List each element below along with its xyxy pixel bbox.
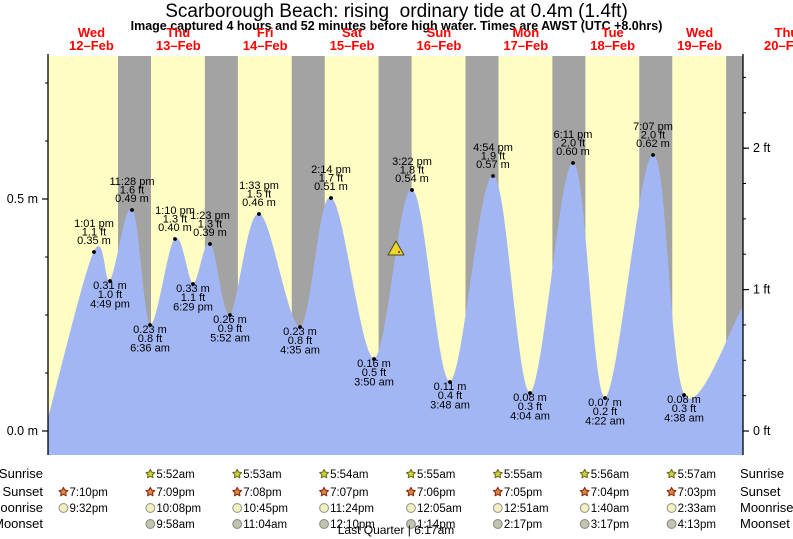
svg-text:5:53am: 5:53am — [243, 469, 281, 481]
svg-text:7:07pm: 7:07pm — [330, 487, 368, 499]
svg-text:0.62 m: 0.62 m — [636, 138, 670, 150]
svg-text:0.54 m: 0.54 m — [395, 173, 429, 185]
svg-text:0.5 m: 0.5 m — [7, 192, 38, 206]
svg-text:0.40 m: 0.40 m — [158, 222, 192, 234]
svg-text:3:17pm: 3:17pm — [591, 519, 629, 531]
svg-text:Sunrise: Sunrise — [740, 466, 784, 481]
svg-text:4:49 pm: 4:49 pm — [90, 299, 130, 311]
svg-text:5:57am: 5:57am — [678, 469, 716, 481]
svg-text:Moonrise: Moonrise — [740, 500, 793, 515]
svg-text:Sunset: Sunset — [3, 484, 44, 499]
svg-text:7:05pm: 7:05pm — [504, 487, 542, 499]
svg-text:Sunrise: Sunrise — [0, 466, 43, 481]
svg-text:0.51 m: 0.51 m — [314, 181, 348, 193]
svg-text:18–Feb: 18–Feb — [590, 38, 635, 53]
svg-text:0.57 m: 0.57 m — [476, 159, 510, 171]
svg-text:3:50 am: 3:50 am — [354, 377, 394, 389]
svg-text:Last Quarter | 6:17am: Last Quarter | 6:17am — [338, 523, 455, 537]
svg-text:19–Feb: 19–Feb — [677, 38, 722, 53]
svg-text:4:35 am: 4:35 am — [280, 345, 320, 357]
svg-text:0.0 m: 0.0 m — [7, 424, 38, 438]
svg-text:5:55am: 5:55am — [504, 469, 542, 481]
svg-text:13–Feb: 13–Feb — [156, 38, 201, 53]
svg-text:4:38 am: 4:38 am — [664, 413, 704, 425]
svg-text:20–Feb: 20–Feb — [764, 38, 793, 53]
svg-text:7:09pm: 7:09pm — [156, 487, 194, 499]
svg-text:7:10pm: 7:10pm — [69, 487, 107, 499]
svg-text:7:08pm: 7:08pm — [243, 487, 281, 499]
svg-text:6:29 pm: 6:29 pm — [173, 302, 213, 314]
svg-text:4:04 am: 4:04 am — [510, 411, 550, 423]
svg-text:4:22 am: 4:22 am — [585, 416, 625, 428]
svg-text:7:06pm: 7:06pm — [417, 487, 455, 499]
svg-text:0.46 m: 0.46 m — [242, 197, 276, 209]
svg-text:16–Feb: 16–Feb — [417, 38, 462, 53]
svg-text:5:52am: 5:52am — [156, 469, 194, 481]
svg-text:9:58am: 9:58am — [156, 519, 194, 531]
svg-text:7:03pm: 7:03pm — [678, 487, 716, 499]
svg-text:5:56am: 5:56am — [591, 469, 629, 481]
svg-text:12:51am: 12:51am — [504, 503, 549, 515]
svg-text:0.35 m: 0.35 m — [77, 235, 111, 247]
svg-text:0.60 m: 0.60 m — [556, 146, 590, 158]
svg-text:15–Feb: 15–Feb — [330, 38, 375, 53]
svg-text:9:32pm: 9:32pm — [69, 503, 107, 515]
svg-text:7:04pm: 7:04pm — [591, 487, 629, 499]
svg-text:Moonrise: Moonrise — [0, 500, 43, 515]
svg-text:4:13pm: 4:13pm — [678, 519, 716, 531]
svg-text:1 ft: 1 ft — [753, 283, 771, 297]
svg-text:3:48 am: 3:48 am — [430, 400, 470, 412]
svg-text:1:40am: 1:40am — [591, 503, 629, 515]
svg-text:0.49 m: 0.49 m — [115, 193, 149, 205]
svg-text:10:08pm: 10:08pm — [156, 503, 201, 515]
svg-text:6:36 am: 6:36 am — [130, 343, 170, 355]
svg-text:2:17pm: 2:17pm — [504, 519, 542, 531]
svg-text:14–Feb: 14–Feb — [243, 38, 288, 53]
svg-text:0.39 m: 0.39 m — [193, 227, 227, 239]
svg-text:5:52 am: 5:52 am — [210, 333, 250, 345]
svg-text:Moonset: Moonset — [0, 516, 43, 531]
svg-text:11:04am: 11:04am — [243, 519, 287, 531]
svg-text:0 ft: 0 ft — [753, 424, 771, 438]
svg-text:2:33am: 2:33am — [678, 503, 716, 515]
svg-text:12–Feb: 12–Feb — [69, 38, 114, 53]
svg-text:5:54am: 5:54am — [330, 469, 368, 481]
svg-text:Moonset: Moonset — [740, 516, 790, 531]
svg-text:2 ft: 2 ft — [753, 141, 771, 155]
svg-text:17–Feb: 17–Feb — [503, 38, 548, 53]
svg-text:5:55am: 5:55am — [417, 469, 455, 481]
svg-text:10:45pm: 10:45pm — [243, 503, 288, 515]
svg-text:12:05am: 12:05am — [417, 503, 462, 515]
svg-text:Sunset: Sunset — [740, 484, 781, 499]
svg-text:11:24pm: 11:24pm — [330, 503, 374, 515]
